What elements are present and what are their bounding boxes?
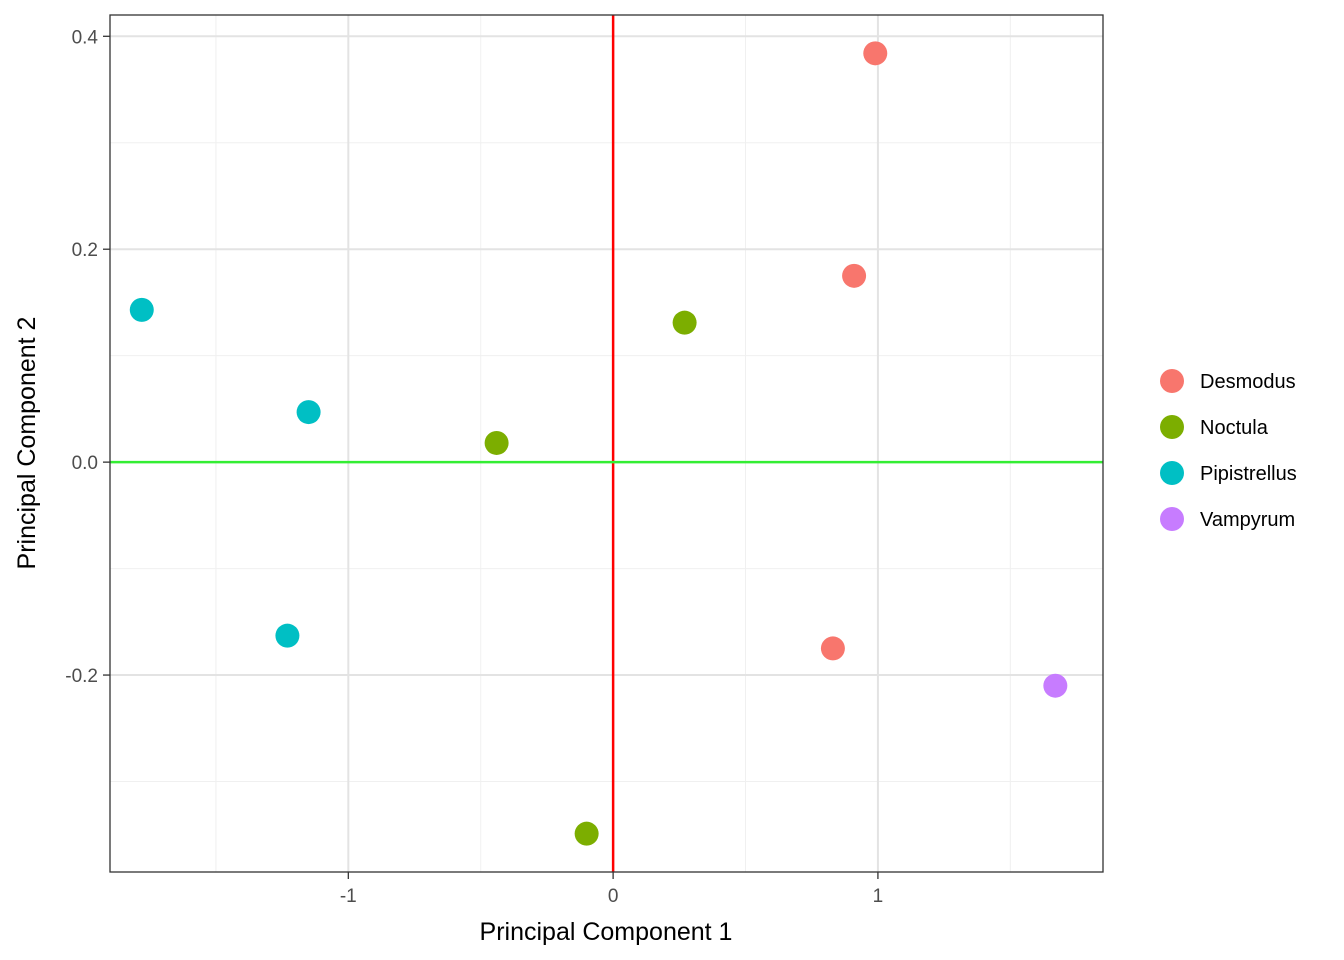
- y-tick-label: 0.2: [72, 240, 98, 261]
- data-point-noctula: [574, 821, 599, 846]
- legend-label-noctula: Noctula: [1200, 417, 1269, 439]
- y-tick-label: 0.0: [72, 453, 98, 474]
- data-point-pipistrellus: [296, 400, 321, 425]
- panel-border: [109, 14, 1104, 873]
- x-tick-label: 1: [873, 886, 884, 907]
- x-axis-ticks: -1 0 1: [340, 872, 883, 907]
- legend-key-vampyrum: [1160, 507, 1184, 531]
- data-point-noctula: [484, 430, 509, 455]
- legend: Desmodus Noctula Pipistrellus Vampyrum: [1160, 369, 1297, 531]
- y-axis-ticks: -0.2 0.0 0.2 0.4: [65, 27, 110, 687]
- data-point-noctula: [672, 310, 697, 335]
- data-point-pipistrellus: [129, 297, 154, 322]
- grid-minor: [110, 15, 1103, 872]
- legend-label-desmodus: Desmodus: [1200, 371, 1296, 393]
- data-points: [129, 41, 1068, 846]
- legend-label-vampyrum: Vampyrum: [1200, 509, 1295, 531]
- data-point-desmodus: [863, 41, 888, 66]
- y-tick-label: 0.4: [72, 27, 99, 48]
- y-axis-title: Principal Component 2: [13, 317, 41, 570]
- data-point-desmodus: [842, 263, 867, 288]
- x-tick-label: -1: [340, 886, 357, 907]
- reference-lines: [110, 15, 1103, 872]
- data-point-vampyrum: [1043, 673, 1068, 698]
- x-axis-title: Principal Component 1: [480, 918, 733, 946]
- data-point-pipistrellus: [275, 623, 300, 648]
- y-tick-label: -0.2: [65, 666, 98, 687]
- legend-key-noctula: [1160, 415, 1184, 439]
- legend-label-pipistrellus: Pipistrellus: [1200, 463, 1297, 485]
- legend-key-desmodus: [1160, 369, 1184, 393]
- x-tick-label: 0: [608, 886, 619, 907]
- data-point-desmodus: [820, 636, 845, 661]
- legend-key-pipistrellus: [1160, 461, 1184, 485]
- panel-background: [110, 15, 1103, 872]
